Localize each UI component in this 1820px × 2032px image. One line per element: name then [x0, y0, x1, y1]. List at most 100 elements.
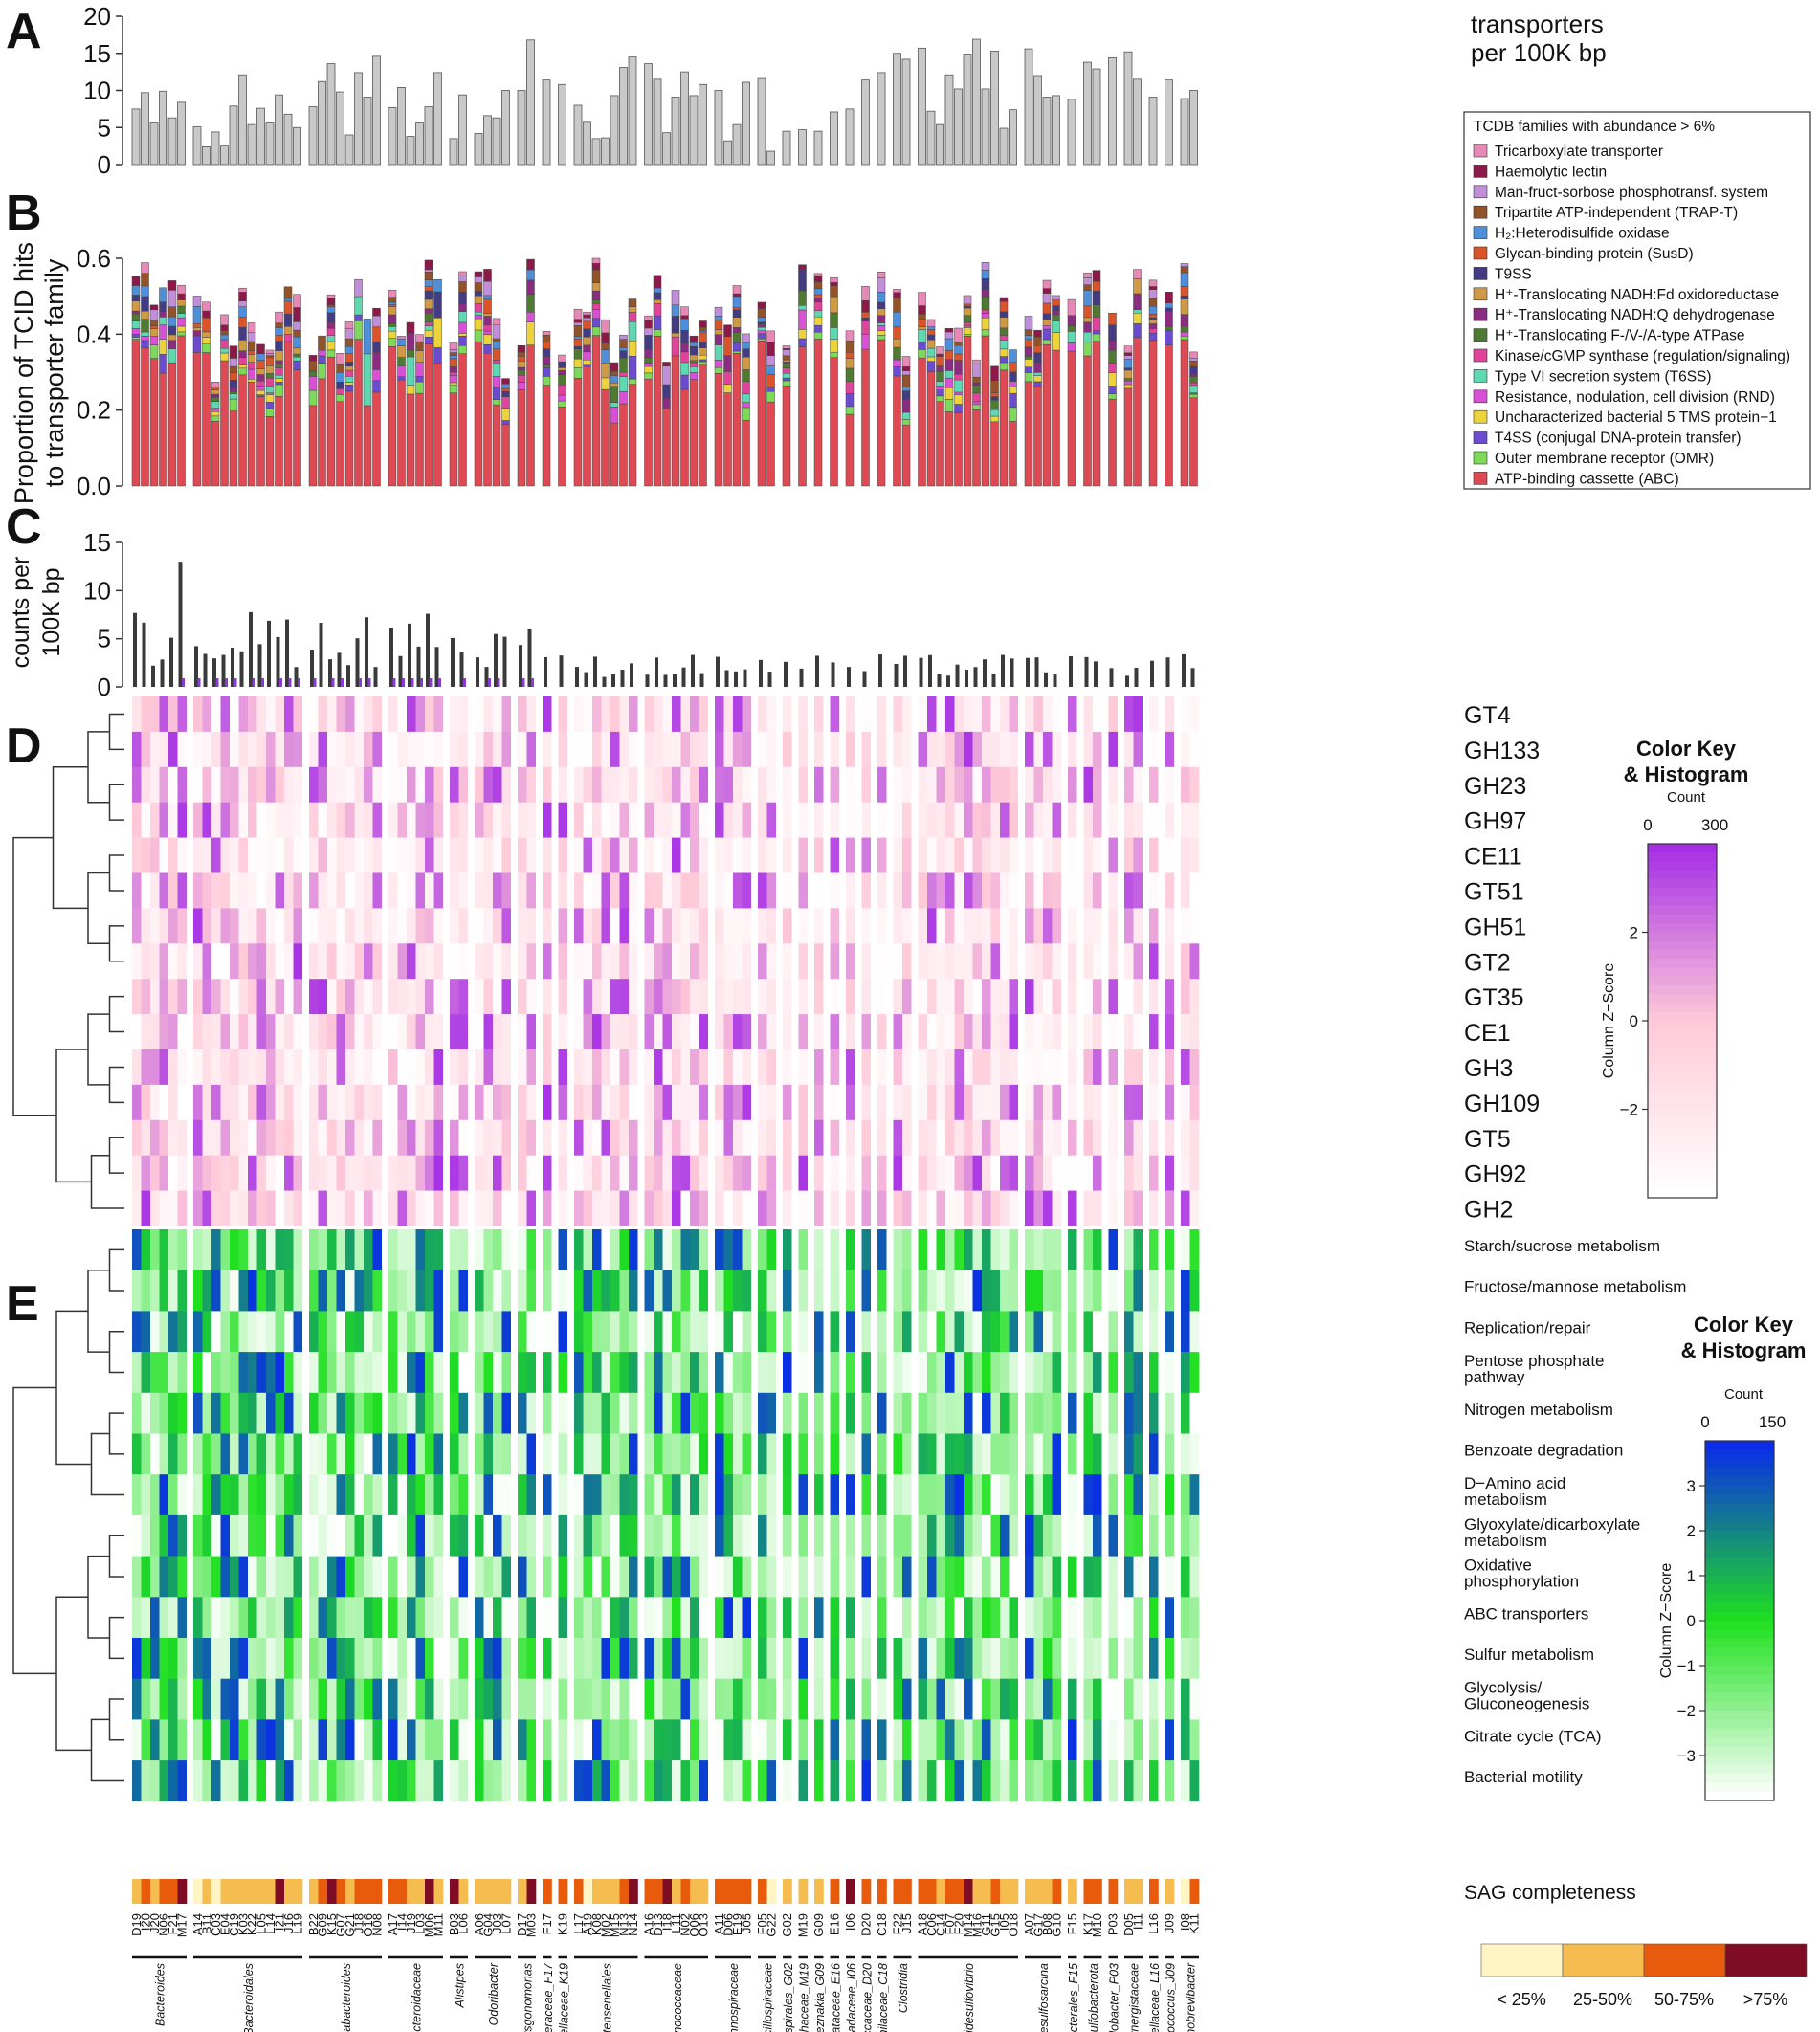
panel-d-cell: [610, 1084, 620, 1121]
panel-e-key-ztick-label: −3: [1677, 1747, 1696, 1765]
panel-e-key-count-tick: 150: [1759, 1413, 1786, 1431]
panel-e-cell: [450, 1229, 459, 1270]
panel-e-cell: [230, 1352, 239, 1394]
panel-b-segment: [167, 334, 177, 342]
panel-d-cell: [574, 943, 584, 980]
panel-d-cell: [619, 872, 630, 909]
panel-d-cell: [893, 1155, 903, 1191]
panel-b-segment: [723, 371, 732, 385]
panel-d-cell: [877, 766, 887, 803]
panel-e-cell: [610, 1760, 620, 1802]
panel-d-row-label: GH23: [1464, 773, 1526, 800]
panel-d-cell: [982, 1119, 991, 1156]
panel-d-cell: [662, 872, 673, 909]
panel-e-cell: [610, 1474, 620, 1516]
panel-e-dendrogram-branch: [87, 1269, 110, 1353]
panel-b-segment: [1123, 380, 1133, 386]
panel-e-dendrogram-branch: [55, 1596, 92, 1752]
panel-d-cell: [1043, 837, 1053, 873]
panel-d-cell: [475, 1084, 484, 1121]
panel-d-dendrogram-branch: [55, 1049, 92, 1183]
panel-b-segment: [372, 352, 381, 370]
panel-e-cell: [830, 1597, 840, 1639]
panel-b-segment: [877, 322, 886, 326]
panel-a-bar: [149, 122, 159, 166]
panel-b-segment: [699, 342, 707, 348]
panel-e-row-label: Benzoate degradation: [1464, 1442, 1623, 1460]
panel-d-cell: [475, 1014, 484, 1050]
panel-b-segment: [308, 376, 318, 391]
panel-d-cell: [407, 943, 416, 980]
panel-d-key-gradient-step: [1648, 1117, 1717, 1128]
panel-e-cell: [1181, 1474, 1190, 1516]
panel-e-cell: [601, 1556, 611, 1598]
panel-d-cell: [902, 979, 912, 1015]
panel-e-cell: [982, 1760, 991, 1802]
panel-b-segment: [293, 356, 301, 362]
panel-e-cell: [830, 1352, 840, 1394]
panel-b-segment: [344, 376, 354, 383]
panel-d-cell: [1009, 1049, 1019, 1086]
panel-e-cell: [193, 1229, 203, 1270]
panel-b-segment: [131, 320, 141, 329]
panel-b-segment: [1024, 372, 1033, 383]
sample-label: M17: [174, 1913, 189, 1937]
panel-d-cell: [662, 731, 673, 768]
panel-e-cell: [733, 1719, 743, 1761]
panel-e-cell: [715, 1556, 724, 1598]
panel-e-cell: [583, 1474, 593, 1516]
panel-b-segment: [981, 270, 990, 279]
panel-e-cell: [1025, 1433, 1034, 1475]
panel-c-bar: [965, 669, 968, 687]
panel-b-segment: [336, 353, 344, 365]
panel-c-bar: [630, 663, 633, 687]
panel-e-cell: [1000, 1352, 1010, 1394]
panel-d-cell: [150, 1049, 160, 1086]
panel-e-cell: [284, 1352, 294, 1394]
panel-a-bar: [211, 131, 220, 166]
panel-a-bar: [1123, 51, 1133, 166]
panel-e-cell: [766, 1719, 777, 1761]
panel-e-cell: [168, 1514, 178, 1557]
panel-d-cell: [475, 696, 484, 733]
panel-b-segment: [336, 364, 344, 373]
panel-d-cell: [945, 1119, 955, 1156]
panel-d-cell: [592, 837, 602, 873]
panel-e-cell: [927, 1638, 937, 1679]
panel-d-cell: [248, 1084, 257, 1121]
panel-b-segment: [238, 326, 247, 341]
panel-e-cell: [211, 1760, 221, 1802]
panel-e-cell: [715, 1474, 724, 1516]
panel-e-cell: [248, 1719, 257, 1761]
panel-e-cell: [518, 1392, 527, 1434]
panel-c-bar: [946, 675, 950, 687]
panel-b-segment: [893, 375, 901, 487]
panel-c-bar-secondary: [392, 678, 396, 687]
panel-d-cell: [877, 1014, 887, 1050]
panel-e-key-gradient-step: [1705, 1629, 1774, 1640]
panel-a-bar: [1024, 48, 1033, 166]
panel-e-cell: [902, 1597, 912, 1639]
panel-d-cell: [220, 1190, 231, 1226]
panel-b-segment: [619, 376, 628, 392]
panel-d-cell: [293, 943, 303, 980]
panel-e-cell: [415, 1311, 426, 1353]
panel-b-segment: [766, 365, 775, 375]
panel-e-cell: [248, 1352, 257, 1394]
panel-e-cell: [758, 1514, 767, 1557]
panel-e-cell: [574, 1311, 584, 1353]
panel-e-key-gradient-step: [1705, 1692, 1774, 1703]
panel-e-cell: [672, 1556, 681, 1598]
panel-b-segment: [813, 288, 823, 296]
panel-d-cell: [601, 731, 611, 768]
panel-e-cell: [558, 1270, 568, 1312]
sag-cell: [814, 1879, 824, 1904]
panel-b-segment: [424, 321, 433, 326]
panel-e-cell: [592, 1352, 602, 1394]
panel-e-cell: [877, 1392, 887, 1434]
panel-e-cell: [783, 1433, 792, 1475]
panel-c-bar-secondary: [215, 678, 219, 687]
panel-d-cell: [1052, 766, 1062, 803]
panel-d-cell: [601, 1084, 611, 1121]
panel-e-cell: [518, 1597, 527, 1639]
